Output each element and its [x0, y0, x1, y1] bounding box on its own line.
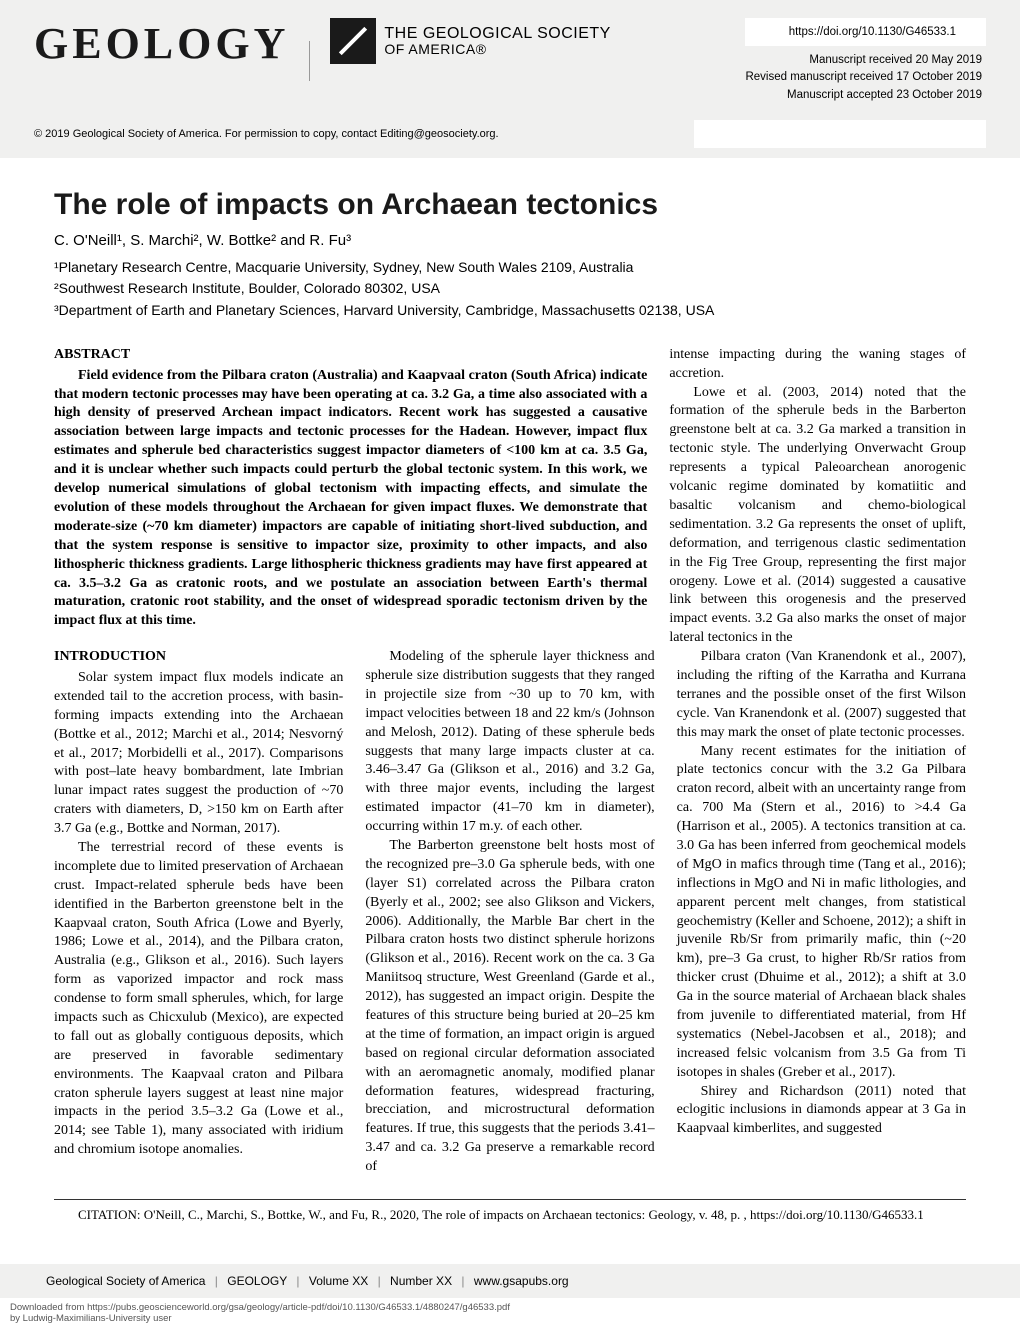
header-top-row: GEOLOGY THE GEOLOGICAL SOCIETY OF AMERIC… — [34, 18, 986, 104]
copyright-text: © 2019 Geological Society of America. Fo… — [34, 128, 499, 140]
intro-para-1: Solar system impact flux models indicate… — [54, 669, 343, 839]
article-title: The role of impacts on Archaean tectonic… — [54, 188, 966, 222]
authors-line: C. O'Neill¹, S. Marchi², W. Bottke² and … — [54, 232, 966, 249]
abstract-right-column: intense impacting during the waning stag… — [669, 346, 966, 648]
footer-url: www.gsapubs.org — [474, 1274, 569, 1288]
abstract-block: ABSTRACT Field evidence from the Pilbara… — [54, 346, 647, 631]
society-logo-icon — [330, 18, 376, 64]
footer-number: Number XX — [390, 1274, 452, 1288]
footer-sep-2: | — [296, 1274, 299, 1288]
society-block: THE GEOLOGICAL SOCIETY OF AMERICA® — [330, 18, 610, 64]
footer-journal: GEOLOGY — [227, 1274, 287, 1288]
manuscript-received: Manuscript received 20 May 2019 — [745, 52, 982, 69]
col2-para-1: Modeling of the spherule layer thickness… — [365, 648, 654, 837]
affiliation-3: ³Department of Earth and Planetary Scien… — [54, 300, 966, 322]
article-body: The role of impacts on Archaean tectonic… — [0, 158, 1020, 1244]
download-line-2: by Ludwig-Maximilians-University user — [10, 1313, 1010, 1324]
journal-logo: GEOLOGY — [34, 18, 289, 69]
col3-para-2: Many recent estimates for the initiation… — [677, 743, 966, 1083]
footer-band: Geological Society of America | GEOLOGY … — [0, 1264, 1020, 1298]
abstract-text: Field evidence from the Pilbara craton (… — [54, 367, 647, 631]
manuscript-accepted: Manuscript accepted 23 October 2019 — [745, 87, 982, 104]
intro-para-2: The terrestrial record of these events i… — [54, 839, 343, 1160]
affiliation-1: ¹Planetary Research Centre, Macquarie Un… — [54, 257, 966, 279]
header-band: GEOLOGY THE GEOLOGICAL SOCIETY OF AMERIC… — [0, 0, 1020, 158]
abstract-left: ABSTRACT Field evidence from the Pilbara… — [54, 346, 647, 648]
col3-para-1: Pilbara craton (Van Kranendonk et al., 2… — [677, 648, 966, 742]
copyright-row: © 2019 Geological Society of America. Fo… — [34, 120, 986, 148]
society-name: THE GEOLOGICAL SOCIETY — [384, 25, 610, 43]
citation-block: CITATION: O'Neill, C., Marchi, S., Bottk… — [54, 1199, 966, 1224]
society-text: THE GEOLOGICAL SOCIETY OF AMERICA® — [384, 25, 610, 58]
intro-heading: INTRODUCTION — [54, 648, 343, 667]
blank-box — [694, 120, 986, 148]
society-sub: OF AMERICA® — [384, 42, 610, 57]
header-right-block: https://doi.org/10.1130/G46533.1 Manuscr… — [745, 18, 986, 104]
doi-link[interactable]: https://doi.org/10.1130/G46533.1 — [745, 18, 986, 46]
manuscript-info: Manuscript received 20 May 2019 Revised … — [745, 52, 986, 104]
manuscript-revised: Revised manuscript received 17 October 2… — [745, 69, 982, 86]
side-para-1: intense impacting during the waning stag… — [669, 346, 966, 384]
abstract-heading: ABSTRACT — [54, 346, 647, 365]
body-columns: INTRODUCTION Solar system impact flux mo… — [54, 648, 966, 1177]
affiliations: ¹Planetary Research Centre, Macquarie Un… — [54, 257, 966, 322]
download-note: Downloaded from https://pubs.geosciencew… — [0, 1298, 1020, 1325]
abstract-wrap: ABSTRACT Field evidence from the Pilbara… — [54, 346, 966, 648]
footer-sep-3: | — [378, 1274, 381, 1288]
affiliation-2: ²Southwest Research Institute, Boulder, … — [54, 278, 966, 300]
footer-org: Geological Society of America — [46, 1274, 205, 1288]
side-para-2: Lowe et al. (2003, 2014) noted that the … — [669, 384, 966, 648]
header-divider — [309, 41, 310, 81]
footer-sep-4: | — [461, 1274, 464, 1288]
footer-volume: Volume XX — [309, 1274, 368, 1288]
download-line-1: Downloaded from https://pubs.geosciencew… — [10, 1302, 1010, 1313]
col3-para-3: Shirey and Richardson (2011) noted that … — [677, 1083, 966, 1140]
footer-sep-1: | — [215, 1274, 218, 1288]
col2-para-2: The Barberton greenstone belt hosts most… — [365, 837, 654, 1177]
